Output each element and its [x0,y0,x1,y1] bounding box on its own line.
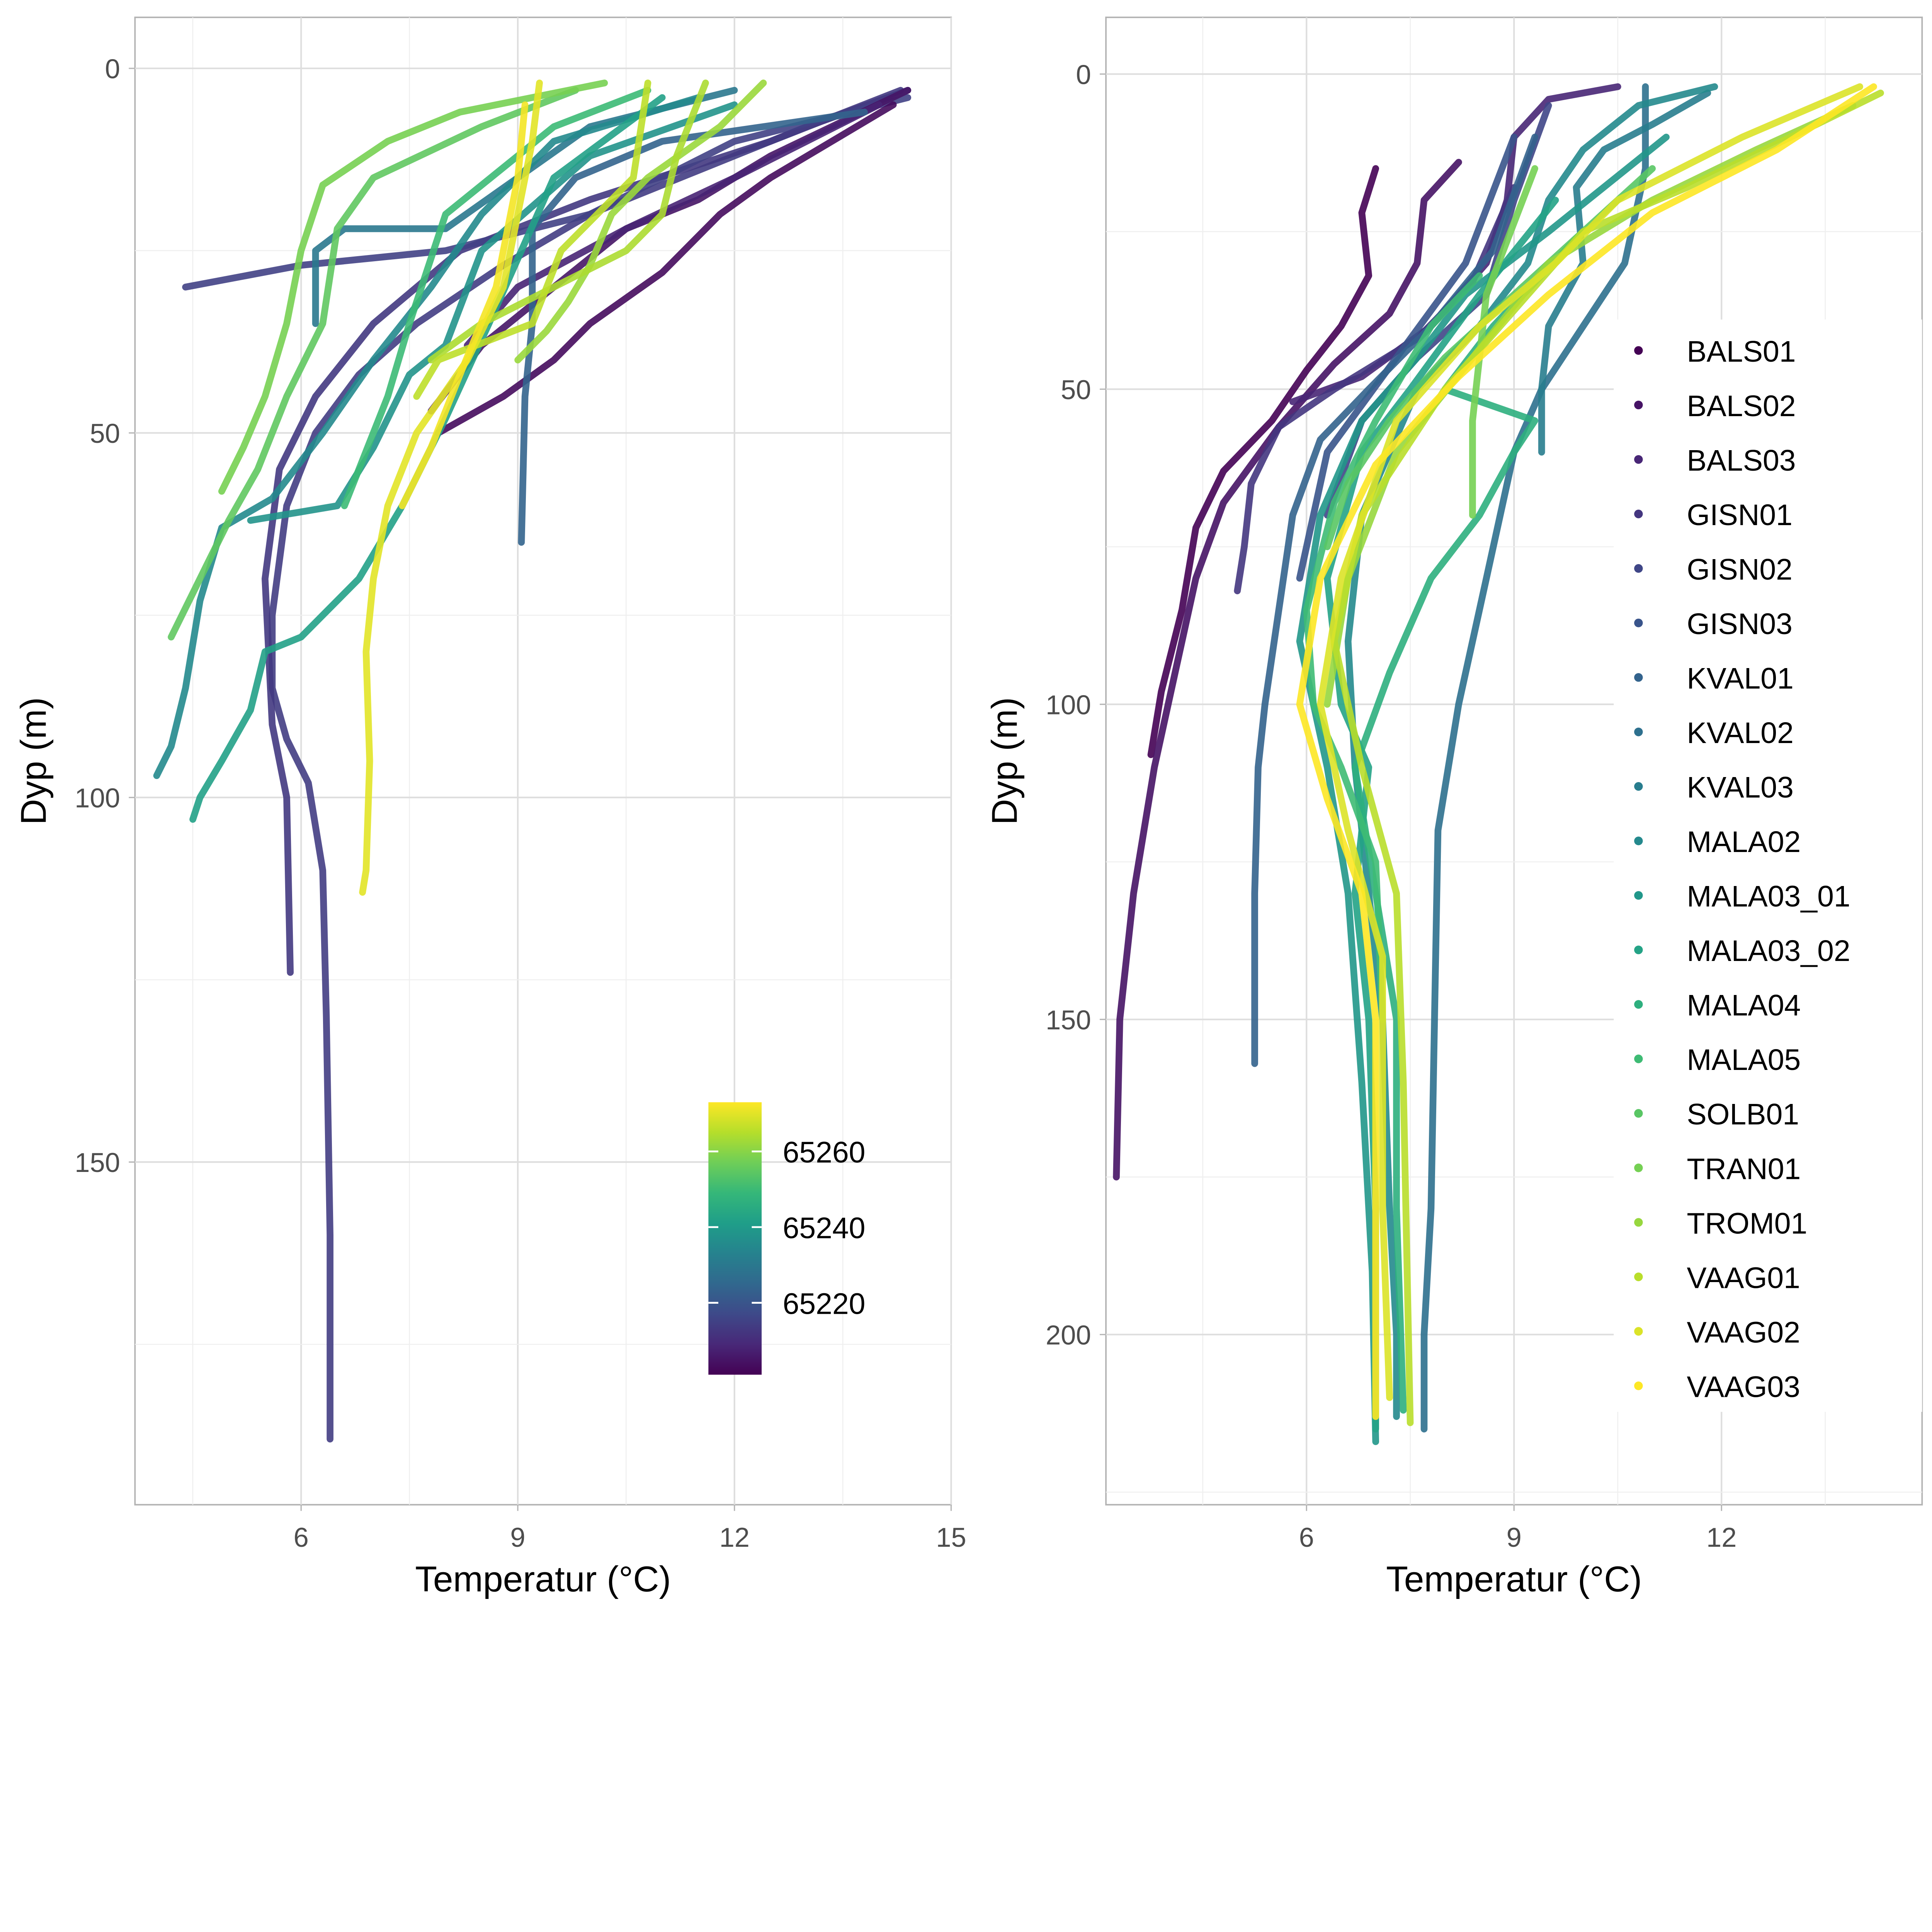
profile-line-vaag01 [1331,89,1884,1426]
figure: 6 9 12 15 0 50 100 150 Temperatur (°C) Dyp (m) 652… [14,16,1923,1599]
x-tick-label: 12 [719,1522,750,1553]
x-tick-label: 15 [936,1522,966,1553]
legend-label: MALA05 [1687,1043,1801,1077]
legend-key [1634,891,1643,900]
profile-line [182,94,912,291]
legend-key [1634,564,1643,573]
x-tick-label: 6 [294,1522,309,1553]
profile-line-bals02 [1113,159,1462,1180]
legend-key [1634,1054,1643,1063]
legend-label: GISN03 [1687,607,1793,641]
y-tick-label: 50 [1061,374,1091,405]
colorbar-label: 65220 [783,1287,866,1320]
legend-label: KVAL03 [1687,771,1794,804]
y-axis-title: Dyp (m) [984,697,1024,825]
legend-label: MALA03_01 [1687,880,1850,913]
profile-line [153,94,702,779]
legend-label: MALA02 [1687,825,1801,859]
legend-label: TRAN01 [1687,1152,1801,1185]
legend-label: VAAG03 [1687,1370,1800,1403]
legend-key [1634,346,1643,355]
x-axis-title: Temperatur (°C) [1386,1559,1642,1599]
legend-label: VAAG02 [1687,1316,1800,1349]
profile-line-vaag02 [1317,83,1863,1401]
legend-label: KVAL02 [1687,716,1794,750]
profile-line [399,101,529,509]
legend-key [1634,455,1643,464]
legend-label: BALS02 [1687,389,1796,423]
y-tick-label: 100 [1046,689,1091,720]
legend-key [1634,1218,1643,1227]
colorbar-label: 65240 [783,1212,866,1245]
profile-line [464,101,883,349]
plot-panel [134,16,952,1506]
legend-box [1614,319,1922,1412]
profile-line-bals01 [1147,165,1379,759]
legend-key [1634,728,1643,736]
x-tick-label: 9 [1507,1522,1522,1553]
y-tick-label: 0 [1076,59,1091,90]
legend-label: VAAG01 [1687,1261,1800,1294]
y-tick-label: 150 [75,1147,120,1178]
legend-label: SOLB01 [1687,1098,1799,1131]
profile-line [247,101,738,524]
legend-key [1634,837,1643,845]
legend-label: GISN01 [1687,498,1793,532]
legend-label: TROM01 [1687,1207,1807,1240]
profile-line [341,87,651,509]
profile-line [514,79,767,364]
y-tick-label: 100 [75,783,120,813]
profile-line-kval03 [1538,89,1711,456]
x-axis-title: Temperatur (°C) [415,1559,671,1599]
y-tick-label: 50 [90,418,120,449]
legend-key [1634,1000,1643,1009]
x-tick-label: 6 [1299,1522,1314,1553]
legend-key [1634,400,1643,410]
legend-label: MALA04 [1687,989,1801,1022]
y-axis-title: Dyp (m) [14,697,54,825]
profile-line-vaag03 [1296,83,1877,1420]
legend-label: MALA03_02 [1687,934,1850,968]
legend-key [1634,1163,1643,1172]
legend-label: KVAL01 [1687,662,1794,695]
legend-key [1634,1109,1643,1118]
y-tick-label: 150 [1046,1005,1091,1035]
legend-label: GISN02 [1687,553,1793,586]
legend-key [1634,673,1643,682]
x-tick-label: 9 [510,1522,525,1553]
legend-label: BALS01 [1687,335,1796,368]
profile-line [312,87,738,327]
profile-line-mala03_02 [1324,197,1559,1433]
profile-line [359,79,543,896]
legend-key [1634,1327,1643,1336]
profile-line [168,87,579,641]
legend-key [1634,782,1643,791]
profile-line-mala05 [1303,272,1483,1023]
colorbar-label: 65260 [783,1136,866,1169]
legend-label: BALS03 [1687,444,1796,477]
profile-line-kval02 [1420,83,1649,1433]
legend-key [1634,618,1643,628]
legend-key [1634,509,1643,519]
legend-key [1634,946,1643,954]
legend-key [1634,1272,1643,1281]
y-tick-label: 200 [1046,1320,1091,1350]
y-tick-label: 0 [105,54,120,84]
colorbar [708,1102,762,1375]
profile-line [413,79,651,400]
profile-line [435,101,897,437]
profile-line-mala03_01 [1296,133,1670,1445]
legend-key [1634,1381,1643,1390]
profile-line [218,79,608,495]
x-tick-label: 12 [1706,1522,1736,1553]
